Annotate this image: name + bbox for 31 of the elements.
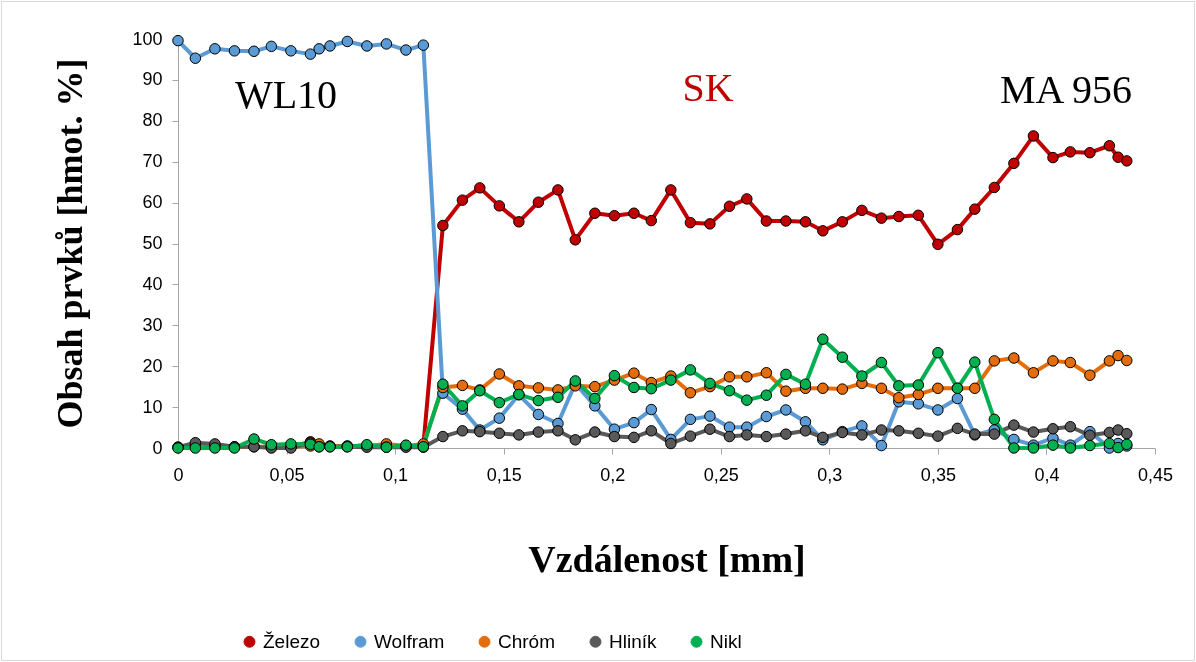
x-tick-label: 0,1 xyxy=(383,464,409,485)
legend-label: Chróm xyxy=(498,630,556,652)
y-tick-label: 10 xyxy=(142,396,163,417)
y-axis-title: Obsah prvků [hmot. %] xyxy=(49,58,90,429)
x-tick-label: 0,15 xyxy=(486,464,522,485)
annotation: SK xyxy=(682,65,734,110)
annotation: WL10 xyxy=(234,72,338,117)
y-tick-label: 70 xyxy=(142,151,163,172)
y-tick-label: 40 xyxy=(142,273,163,294)
legend-label: Nikl xyxy=(710,630,742,652)
x-tick-label: 0,35 xyxy=(920,464,956,485)
x-tick-label: 0 xyxy=(173,464,184,485)
y-tick-label: 0 xyxy=(152,437,163,458)
x-tick-label: 0,3 xyxy=(817,464,843,485)
legend-label: Wolfram xyxy=(374,630,445,652)
x-tick-label: 0,4 xyxy=(1034,464,1060,485)
y-tick-label: 20 xyxy=(142,355,163,376)
y-tick-label: 90 xyxy=(142,69,163,90)
y-tick-label: 50 xyxy=(142,233,163,253)
x-axis-title: Vzdálenost [mm] xyxy=(528,537,806,580)
x-tick-label: 0,05 xyxy=(269,464,305,485)
legend-label: Hliník xyxy=(609,630,658,652)
y-tick-label: 30 xyxy=(142,314,163,335)
x-tick-label: 0,2 xyxy=(600,464,626,485)
y-tick-label: 60 xyxy=(142,192,163,213)
y-tick-label: 80 xyxy=(142,110,163,131)
annotation: MA 956 xyxy=(999,67,1133,112)
legend-label: Železo xyxy=(263,630,321,652)
y-tick-label: 100 xyxy=(132,28,163,49)
x-tick-label: 0,25 xyxy=(703,464,739,485)
x-tick-label: 0,45 xyxy=(1137,464,1174,485)
